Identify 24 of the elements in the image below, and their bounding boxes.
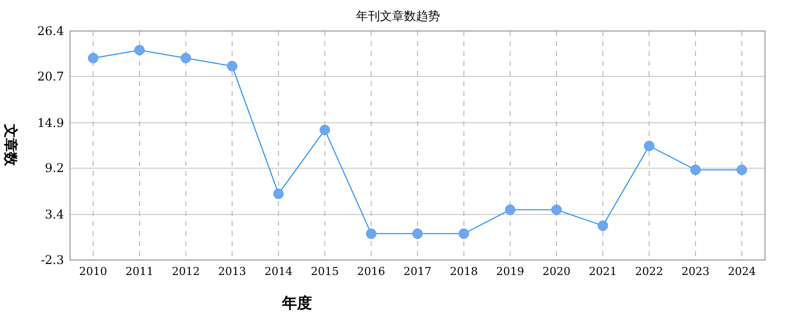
x-tick-label: 2011 [126,265,154,278]
x-tick-label: 2017 [404,265,432,278]
x-tick-label: 2019 [496,265,524,278]
y-tick-label: 20.7 [37,69,64,84]
x-tick-label: 2014 [264,265,292,278]
x-tick-label: 2010 [79,265,108,278]
x-tick-label: 2018 [450,265,478,278]
y-tick-label: 9.2 [44,161,64,176]
y-tick-label: 26.4 [37,24,64,38]
x-tick-label: 2023 [682,265,710,278]
x-tick-label: 2020 [542,265,570,278]
x-tick-label: 2022 [635,265,664,278]
x-axis-title: 年度 [281,294,312,312]
x-tick-label: 2021 [588,265,617,278]
x-tick-label: 2024 [728,265,756,278]
y-axis-title: 文章数 [2,123,19,167]
x-tick-label: 2013 [218,265,246,278]
chart-title: 年刊文章数趋势 [356,9,440,23]
x-tick-label: 2016 [357,265,386,278]
x-tick-label: 2015 [310,265,339,278]
x-tick-label: 2012 [172,265,200,278]
y-tick-label: 3.4 [44,208,64,222]
y-tick-label: -2.3 [40,253,64,267]
y-tick-label: 14.9 [37,116,64,130]
